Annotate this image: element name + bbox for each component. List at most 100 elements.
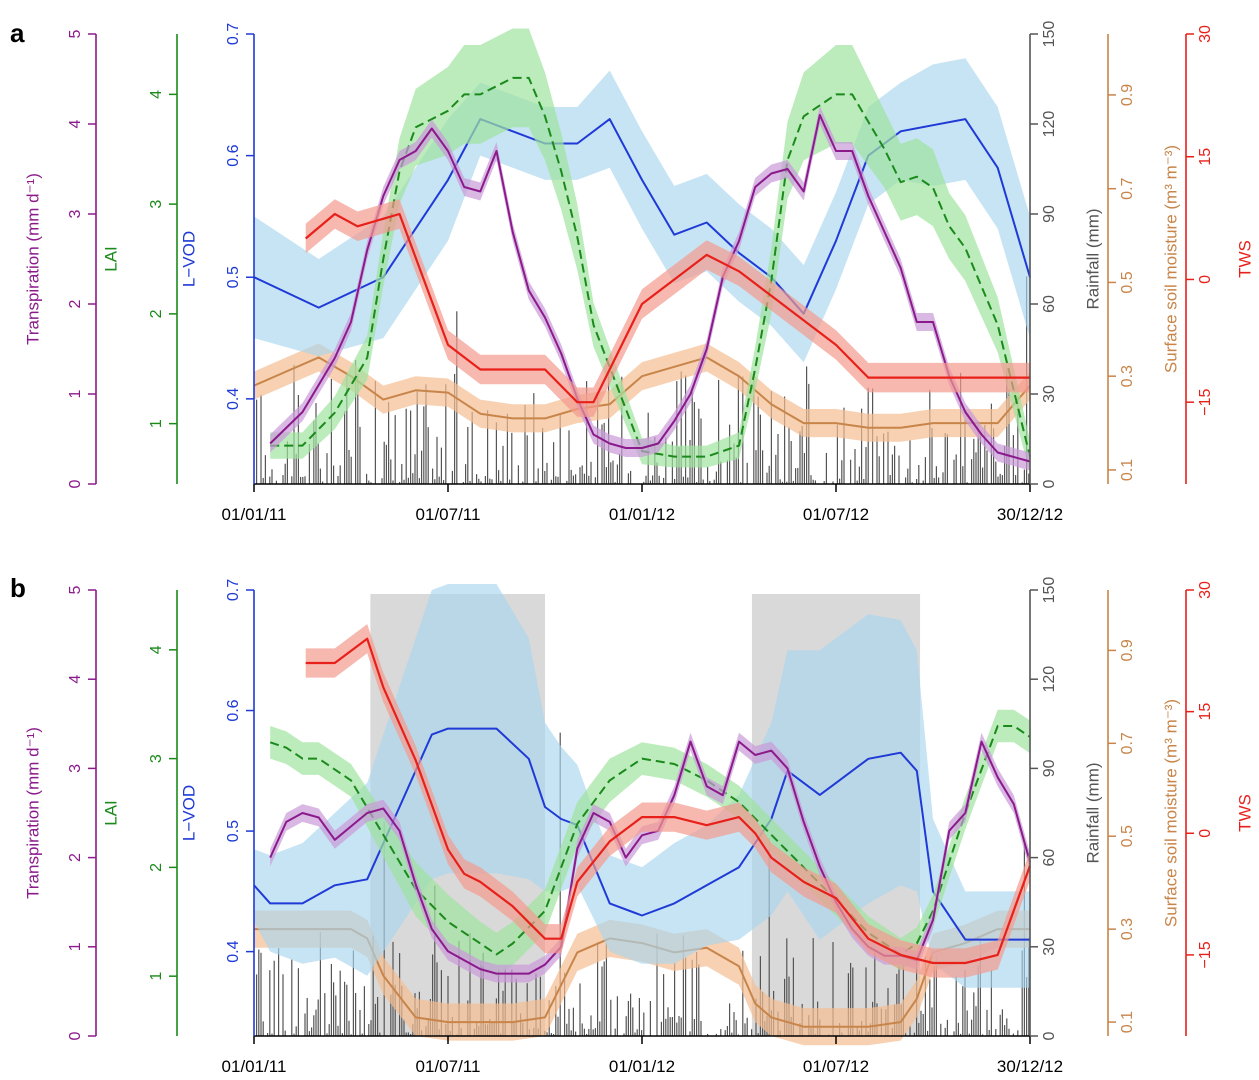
rainfall-bar xyxy=(850,962,852,1036)
transpiration-tick-label: 5 xyxy=(67,29,84,38)
rainfall-bar xyxy=(922,480,924,484)
rainfall-bar xyxy=(405,408,407,484)
rainfall-bar xyxy=(792,957,794,1036)
rainfall-bar xyxy=(777,433,779,484)
rainfall-bar xyxy=(550,1033,552,1036)
rainfall-bar xyxy=(977,421,979,484)
rainfall-bar xyxy=(304,1013,306,1036)
lai-uncertainty-band xyxy=(270,28,1030,473)
rainfall-tick-label: 90 xyxy=(1041,205,1058,223)
lvod-label: L−VOD xyxy=(179,231,198,287)
rainfall-bar xyxy=(359,1009,361,1036)
rainfall-bar xyxy=(471,411,473,484)
rainfall-bar xyxy=(832,481,834,484)
lai-label: LAI xyxy=(101,246,120,272)
rainfall-bar xyxy=(841,460,843,484)
tws-tick-label: 15 xyxy=(1197,148,1214,166)
soil-moisture-tick-label: 0.9 xyxy=(1119,84,1136,106)
rainfall-bar xyxy=(535,481,537,484)
rainfall-bar xyxy=(564,972,566,1036)
rainfall-bar xyxy=(278,948,280,1036)
rainfall-bar xyxy=(440,447,442,484)
rainfall-tick-label: 90 xyxy=(1041,759,1058,777)
rainfall-bar xyxy=(619,453,621,484)
rainfall-bar xyxy=(423,406,425,484)
rainfall-bar xyxy=(975,452,977,484)
rainfall-bar xyxy=(856,480,858,484)
rainfall-bar xyxy=(256,399,258,484)
rainfall-bar xyxy=(467,427,469,484)
rainfall-bar xyxy=(476,474,478,484)
rainfall-bar xyxy=(977,965,979,1036)
rainfall-bar xyxy=(630,993,632,1036)
rainfall-bar xyxy=(766,472,768,484)
rainfall-bar xyxy=(346,372,348,484)
rainfall-bar xyxy=(572,1007,574,1036)
rainfall-bar xyxy=(946,434,948,484)
rainfall-tick-label: 120 xyxy=(1041,111,1058,138)
rainfall-bar xyxy=(924,457,926,484)
rainfall-bar xyxy=(940,1023,942,1036)
rainfall-bar xyxy=(971,459,973,484)
rainfall-bar xyxy=(858,466,860,484)
x-tick-label: 01/01/11 xyxy=(222,1057,287,1076)
rainfall-bar xyxy=(898,455,900,484)
rainfall-bar xyxy=(784,396,786,484)
rainfall-bar xyxy=(610,999,612,1036)
rainfall-bar xyxy=(612,460,614,484)
lvod-tick-label: 0.4 xyxy=(225,388,242,410)
rainfall-bar xyxy=(669,1017,671,1036)
soil-moisture-tick-label: 0.5 xyxy=(1119,825,1136,847)
rainfall-bar xyxy=(410,1034,412,1036)
rainfall-bar xyxy=(357,374,359,484)
tws-tick-label: 30 xyxy=(1197,25,1214,43)
lai-tick-label: 3 xyxy=(148,200,165,209)
rainfall-bar xyxy=(414,454,416,484)
lvod-label: L−VOD xyxy=(179,785,198,841)
rainfall-bar xyxy=(988,1029,990,1036)
rainfall-bar xyxy=(823,481,825,484)
rainfall-bar xyxy=(957,1022,959,1036)
rainfall-bar xyxy=(273,960,275,1036)
rainfall-bar xyxy=(979,433,981,484)
soil-moisture-tick-label: 0.7 xyxy=(1119,177,1136,199)
x-tick-label: 01/01/12 xyxy=(609,505,675,524)
rainfall-bar xyxy=(799,431,801,484)
rainfall-bar xyxy=(603,422,605,484)
rainfall-bar xyxy=(264,455,266,484)
rainfall-bar xyxy=(973,438,975,484)
lvod-tick-label: 0.7 xyxy=(225,23,242,45)
rainfall-bar xyxy=(682,476,684,484)
rainfall-bar xyxy=(579,467,581,484)
rainfall-bar xyxy=(352,950,354,1036)
rainfall-bar xyxy=(812,938,814,1036)
rainfall-bar xyxy=(660,1021,662,1036)
tws-line xyxy=(304,212,1030,404)
rainfall-bar xyxy=(718,379,720,484)
rainfall-bar xyxy=(682,935,684,1036)
rainfall-bar xyxy=(865,447,867,484)
rainfall-bar xyxy=(403,1019,405,1036)
tws-tick-label: 30 xyxy=(1197,581,1214,599)
rainfall-bar xyxy=(300,476,302,484)
rainfall-bar xyxy=(368,1024,370,1036)
rainfall-bar xyxy=(436,436,438,484)
rainfall-bar xyxy=(293,1033,295,1036)
rainfall-bar xyxy=(542,427,544,484)
rainfall-bar xyxy=(663,974,665,1036)
rainfall-tick-label: 120 xyxy=(1041,666,1058,693)
rainfall-bar xyxy=(638,998,640,1036)
transpiration-tick-label: 3 xyxy=(67,209,84,218)
rainfall-bar xyxy=(843,407,845,484)
rainfall-bar xyxy=(434,885,436,1036)
rainfall-bar xyxy=(601,966,603,1036)
rainfall-bar xyxy=(260,394,262,484)
rainfall-bar xyxy=(735,457,737,484)
rainfall-tick-label: 30 xyxy=(1041,385,1058,403)
rainfall-bar xyxy=(630,470,632,484)
rainfall-bar xyxy=(786,481,788,484)
rainfall-bar xyxy=(814,480,816,484)
rainfall-bar xyxy=(733,443,735,484)
rainfall-bar xyxy=(968,1033,970,1036)
rainfall-bar xyxy=(744,1023,746,1036)
